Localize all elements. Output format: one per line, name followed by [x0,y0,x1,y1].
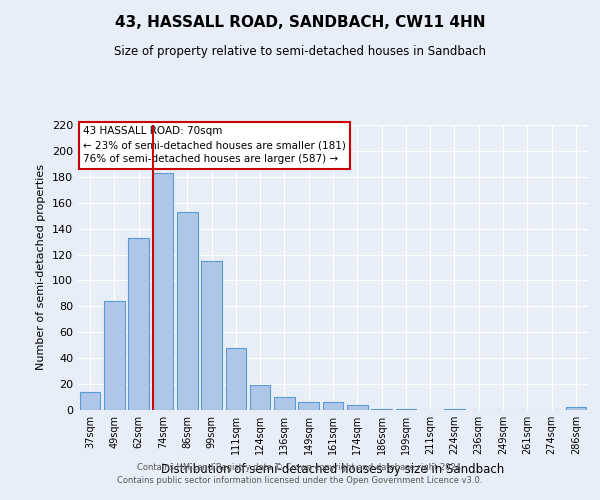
Bar [347,405,368,410]
Bar [323,402,343,410]
Bar [177,212,197,410]
Text: 43 HASSALL ROAD: 70sqm
← 23% of semi-detached houses are smaller (181)
76% of se: 43 HASSALL ROAD: 70sqm ← 23% of semi-det… [83,126,346,164]
Y-axis label: Number of semi-detached properties: Number of semi-detached properties [37,164,46,370]
Text: Contains HM Land Registry data © Crown copyright and database right 2024.
Contai: Contains HM Land Registry data © Crown c… [118,464,482,485]
Text: Size of property relative to semi-detached houses in Sandbach: Size of property relative to semi-detach… [114,45,486,58]
Bar [444,408,465,410]
Bar [274,397,295,410]
Bar [395,408,416,410]
Bar [80,392,100,410]
Bar [201,261,222,410]
Bar [298,402,319,410]
X-axis label: Distribution of semi-detached houses by size in Sandbach: Distribution of semi-detached houses by … [161,462,505,475]
Text: 43, HASSALL ROAD, SANDBACH, CW11 4HN: 43, HASSALL ROAD, SANDBACH, CW11 4HN [115,15,485,30]
Bar [104,301,125,410]
Bar [371,408,392,410]
Bar [128,238,149,410]
Bar [250,386,271,410]
Bar [226,348,246,410]
Bar [152,173,173,410]
Bar [566,408,586,410]
